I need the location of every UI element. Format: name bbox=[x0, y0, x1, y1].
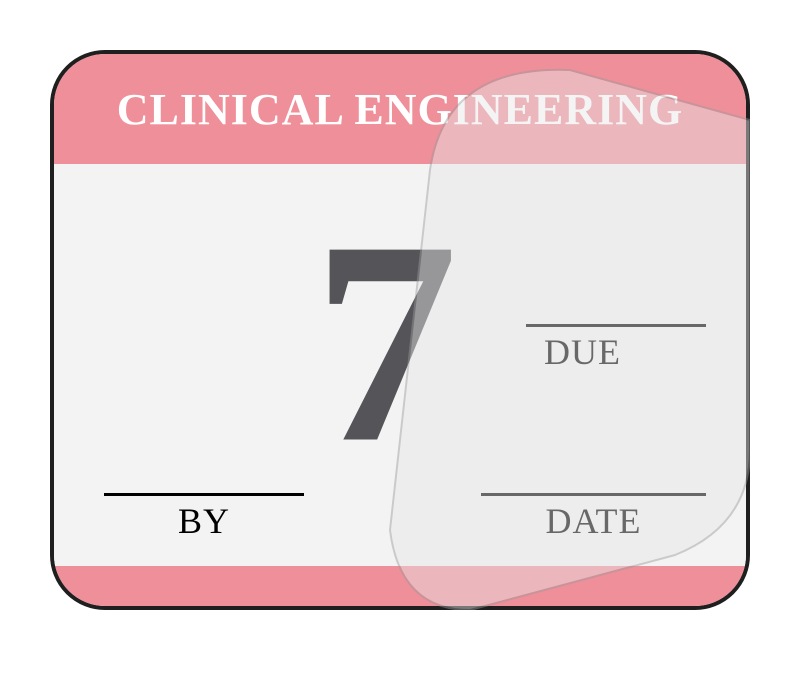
footer-band bbox=[54, 566, 746, 606]
field-by-line bbox=[104, 493, 304, 496]
field-due-label: DUE bbox=[526, 331, 706, 373]
field-due-line bbox=[526, 324, 706, 327]
big-number: 7 bbox=[313, 197, 458, 487]
header-text: CLINICAL ENGINEERING bbox=[117, 84, 683, 135]
field-date-label: DATE bbox=[481, 500, 706, 542]
header-band: CLINICAL ENGINEERING bbox=[54, 54, 746, 164]
field-date: DATE bbox=[481, 493, 706, 542]
field-due: DUE bbox=[526, 324, 706, 373]
field-date-line bbox=[481, 493, 706, 496]
field-by: BY bbox=[104, 493, 304, 542]
inspection-label-card: CLINICAL ENGINEERING 7 DUE BY DATE bbox=[50, 50, 750, 610]
field-by-label: BY bbox=[104, 500, 304, 542]
label-body: 7 DUE BY DATE bbox=[54, 164, 746, 566]
